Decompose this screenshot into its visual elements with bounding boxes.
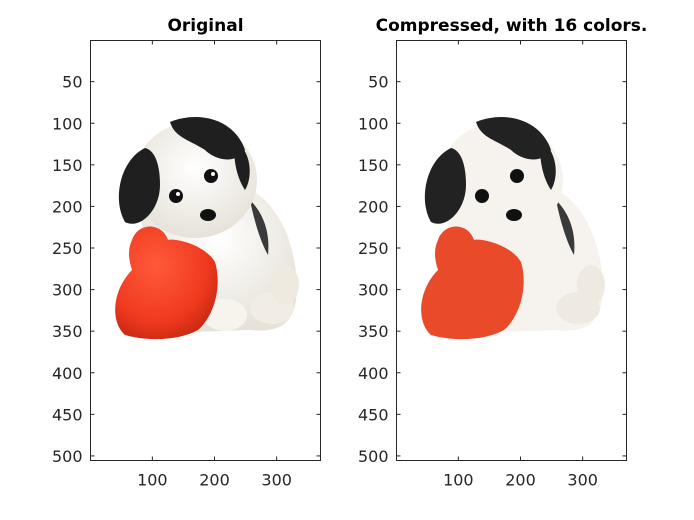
y-tick-label: 500	[358, 447, 389, 466]
y-tick-label: 100	[358, 114, 389, 133]
image-compressed	[396, 40, 627, 461]
y-tick-label: 250	[52, 239, 83, 258]
axis-ticks: 100 200 300 50 100 150 200 250 300 350 400 450 500	[52, 40, 321, 490]
y-tick-label: 400	[52, 364, 83, 383]
y-tick-label: 350	[52, 322, 83, 341]
x-tick-label: 300	[261, 471, 292, 490]
y-tick-label: 450	[52, 405, 83, 424]
axes-original: Original	[52, 16, 321, 490]
axes-frame	[90, 40, 321, 461]
y-tick-label: 50	[368, 73, 388, 92]
y-tick-label: 200	[52, 197, 83, 216]
axes-compressed: Compressed, with 16 colors. 100 200 300501…	[358, 16, 647, 490]
x-tick-label: 200	[505, 471, 536, 490]
axes-title: Original	[167, 16, 243, 36]
y-tick-label: 150	[358, 156, 389, 175]
y-tick-label: 300	[52, 281, 83, 300]
y-tick-label: 150	[52, 156, 83, 175]
y-tick-label: 350	[358, 322, 389, 341]
x-tick-label: 300	[567, 471, 598, 490]
y-tick-label: 100	[52, 114, 83, 133]
y-tick-label: 400	[358, 364, 389, 383]
y-tick-label: 200	[358, 197, 389, 216]
y-tick-label: 450	[358, 405, 389, 424]
y-tick-label: 500	[52, 447, 83, 466]
image-original	[90, 40, 321, 461]
y-tick-label: 250	[358, 239, 389, 258]
x-tick-label: 200	[199, 471, 230, 490]
x-tick-label: 100	[443, 471, 474, 490]
axis-ticks: 100 200 300 50 100 150 200 250 300 350 400 450 500	[358, 40, 627, 490]
axes-frame	[396, 40, 627, 461]
y-tick-label: 300	[358, 281, 389, 300]
axes-title: Compressed, with 16 colors.	[376, 16, 648, 36]
x-tick-label: 100	[137, 471, 168, 490]
y-tick-label: 50	[62, 73, 82, 92]
